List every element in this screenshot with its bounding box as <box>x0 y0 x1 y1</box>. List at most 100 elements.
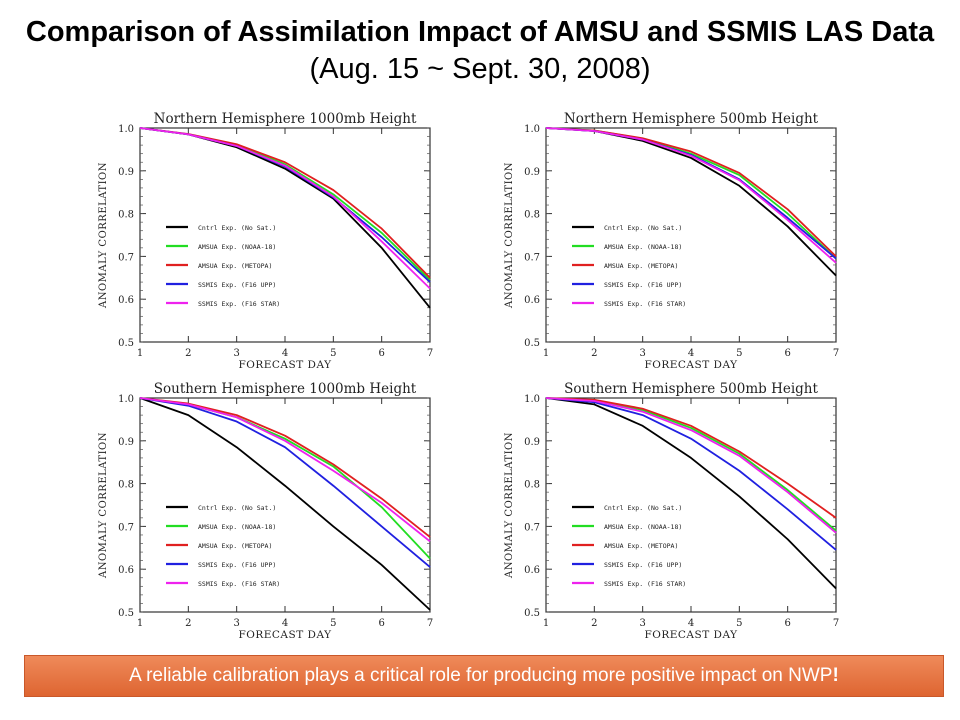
legend-label: SSMIS Exp. (F16 UPP) <box>198 561 276 569</box>
series-line-4 <box>139 127 431 290</box>
series-line-2 <box>545 397 837 519</box>
series-line-0 <box>139 397 431 611</box>
y-tick-label: 0.8 <box>118 210 134 221</box>
y-tick-label: 0.8 <box>524 480 540 491</box>
x-tick-label: 1 <box>137 618 143 629</box>
x-tick-label: 5 <box>330 618 336 629</box>
chart-panel-nh-500mb: Northern Hemisphere 500mb Height 0.5 0.6 0.… <box>494 110 846 372</box>
y-tick-label: 0.9 <box>524 167 540 178</box>
x-axis-label: FORECAST DAY <box>644 359 738 371</box>
y-tick-label: 0.7 <box>524 522 540 533</box>
x-tick-label: 3 <box>233 618 239 629</box>
page-title: Comparison of Assimilation Impact of AMS… <box>0 14 960 88</box>
chart-title: Northern Hemisphere 1000mb Height <box>154 111 417 127</box>
legend-label: SSMIS Exp. (F16 STAR) <box>604 300 686 308</box>
series-line-3 <box>545 397 837 551</box>
series-line-1 <box>545 397 837 532</box>
legend-label: AMSUA Exp. (METOPA) <box>198 262 272 270</box>
plot-frame <box>139 397 431 613</box>
series-line-3 <box>545 127 837 260</box>
x-tick-label: 2 <box>591 618 597 629</box>
y-axis-label: ANOMALY CORRELATION <box>98 162 109 309</box>
x-tick-label: 3 <box>233 348 239 359</box>
y-tick-label: 1.0 <box>118 124 134 135</box>
y-tick-label: 0.6 <box>118 295 134 306</box>
chart-nh-500mb: Northern Hemisphere 500mb Height 0.5 0.6 0.… <box>504 111 839 371</box>
y-tick-label: 0.7 <box>118 522 134 533</box>
y-tick-label: 0.8 <box>524 210 540 221</box>
x-tick-label: 4 <box>282 618 288 629</box>
x-tick-label: 3 <box>639 618 645 629</box>
chart-sh-500mb: Southern Hemisphere 500mb Height 0.5 0.6 0.… <box>504 381 839 641</box>
legend-label: Cntrl Exp. (No Sat.) <box>604 224 682 232</box>
legend-label: SSMIS Exp. (F16 STAR) <box>198 580 280 588</box>
x-tick-label: 2 <box>591 348 597 359</box>
legend-label: AMSUA Exp. (METOPA) <box>604 542 678 550</box>
y-tick-label: 0.9 <box>524 437 540 448</box>
x-tick-label: 2 <box>185 618 191 629</box>
banner-exclamation: ! <box>832 665 839 686</box>
legend-label: Cntrl Exp. (No Sat.) <box>198 224 276 232</box>
x-tick-label: 6 <box>378 348 384 359</box>
legend-label: SSMIS Exp. (F16 STAR) <box>604 580 686 588</box>
x-tick-label: 4 <box>282 348 288 359</box>
y-tick-label: 0.6 <box>118 565 134 576</box>
x-axis-label: FORECAST DAY <box>238 629 332 641</box>
x-tick-label: 7 <box>833 348 839 359</box>
legend-label: AMSUA Exp. (NOAA-18) <box>604 243 682 251</box>
series-line-0 <box>139 127 431 309</box>
series-line-1 <box>139 127 431 281</box>
chart-panel-sh-1000mb: Southern Hemisphere 1000mb Height 0.5 0.6 0… <box>88 380 440 642</box>
y-tick-label: 0.9 <box>118 437 134 448</box>
y-tick-label: 1.0 <box>524 394 540 405</box>
chart-title: Northern Hemisphere 500mb Height <box>564 111 819 127</box>
y-axis-label: ANOMALY CORRELATION <box>504 162 515 309</box>
y-tick-label: 1.0 <box>118 394 134 405</box>
legend-label: SSMIS Exp. (F16 STAR) <box>198 300 280 308</box>
y-tick-label: 1.0 <box>524 124 540 135</box>
y-tick-label: 0.7 <box>524 252 540 263</box>
x-tick-label: 2 <box>185 348 191 359</box>
series-line-4 <box>545 397 837 534</box>
y-tick-label: 0.5 <box>118 338 134 349</box>
y-axis-label: ANOMALY CORRELATION <box>98 432 109 579</box>
y-tick-label: 0.5 <box>118 608 134 619</box>
plot-frame <box>545 127 837 343</box>
legend-label: SSMIS Exp. (F16 UPP) <box>604 561 682 569</box>
x-axis-label: FORECAST DAY <box>238 359 332 371</box>
series-line-2 <box>545 127 837 258</box>
series-line-4 <box>545 127 837 264</box>
chart-sh-1000mb: Southern Hemisphere 1000mb Height 0.5 0.6 0… <box>98 381 433 641</box>
chart-title: Southern Hemisphere 1000mb Height <box>154 381 417 397</box>
x-tick-label: 1 <box>137 348 143 359</box>
x-tick-label: 3 <box>639 348 645 359</box>
x-axis-label: FORECAST DAY <box>644 629 738 641</box>
series-line-0 <box>545 397 837 590</box>
legend-label: SSMIS Exp. (F16 UPP) <box>604 281 682 289</box>
legend-label: SSMIS Exp. (F16 UPP) <box>198 281 276 289</box>
series-line-1 <box>545 127 837 260</box>
y-tick-label: 0.7 <box>118 252 134 263</box>
y-tick-label: 0.8 <box>118 480 134 491</box>
plot-frame <box>139 127 431 343</box>
legend-label: AMSUA Exp. (NOAA-18) <box>604 523 682 531</box>
legend-label: Cntrl Exp. (No Sat.) <box>198 504 276 512</box>
x-tick-label: 1 <box>543 348 549 359</box>
y-axis-label: ANOMALY CORRELATION <box>504 432 515 579</box>
legend-label: AMSUA Exp. (METOPA) <box>198 542 272 550</box>
banner-text: A reliable calibration plays a critical … <box>129 665 833 686</box>
y-tick-label: 0.6 <box>524 565 540 576</box>
x-tick-label: 5 <box>330 348 336 359</box>
chart-nh-1000mb: Northern Hemisphere 1000mb Height 0.5 0.6 0… <box>98 111 433 371</box>
legend-label: AMSUA Exp. (METOPA) <box>604 262 678 270</box>
title-bold: Comparison of Assimilation Impact of AMS… <box>25 16 935 48</box>
chart-panel-nh-1000mb: Northern Hemisphere 1000mb Height 0.5 0.6 0… <box>88 110 440 372</box>
conclusion-banner: A reliable calibration plays a critical … <box>24 655 944 697</box>
series-line-3 <box>139 127 431 283</box>
series-line-0 <box>545 127 837 277</box>
x-tick-label: 5 <box>736 618 742 629</box>
x-tick-label: 4 <box>688 618 694 629</box>
y-tick-label: 0.5 <box>524 338 540 349</box>
y-tick-label: 0.5 <box>524 608 540 619</box>
x-tick-label: 6 <box>784 348 790 359</box>
